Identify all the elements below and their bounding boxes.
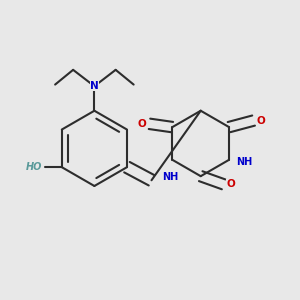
Text: O: O xyxy=(226,179,235,189)
Text: HO: HO xyxy=(26,162,42,172)
Text: N: N xyxy=(90,81,99,91)
Text: O: O xyxy=(256,116,265,126)
Text: NH: NH xyxy=(163,172,179,182)
Text: NH: NH xyxy=(237,158,253,167)
Text: O: O xyxy=(138,119,147,129)
